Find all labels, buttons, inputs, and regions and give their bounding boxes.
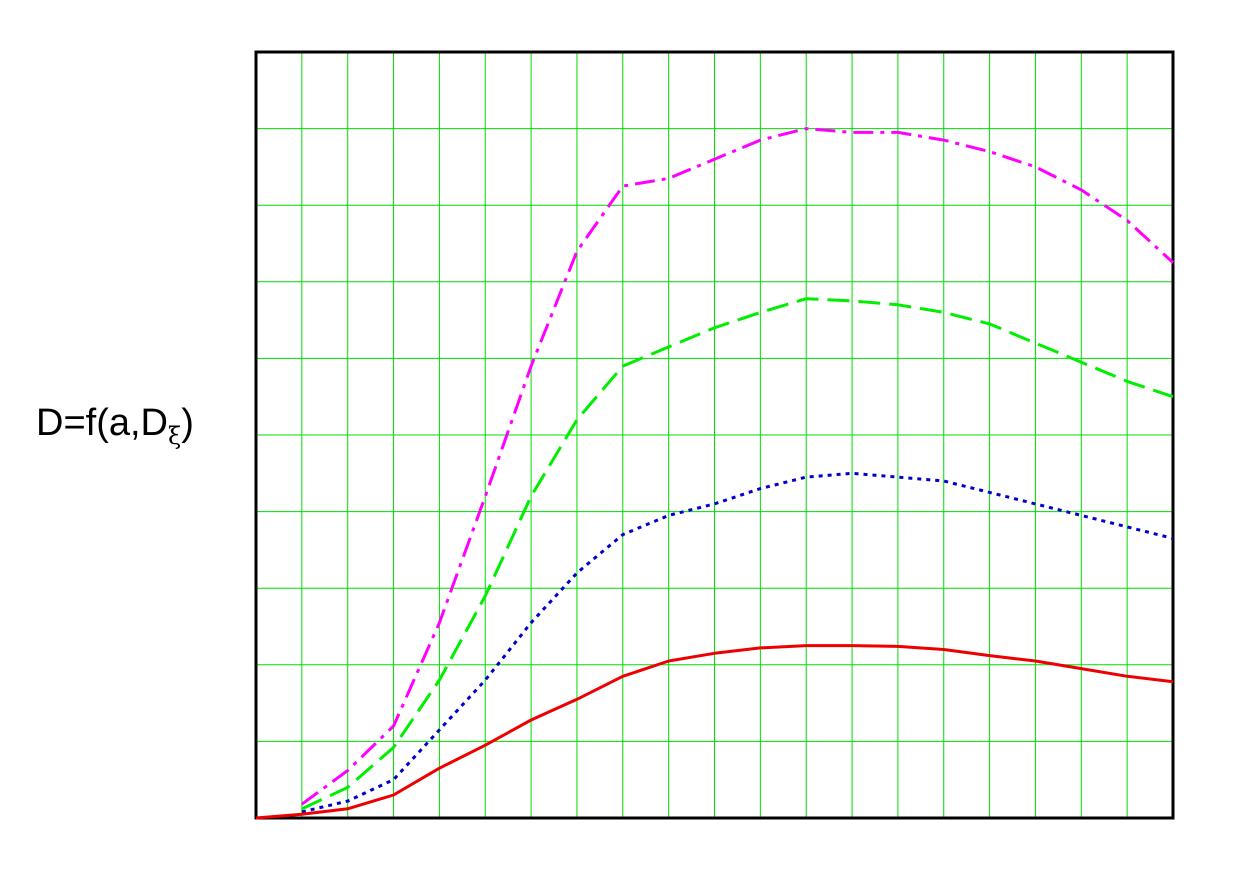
y-axis-label-close: ) [181,402,194,444]
y-axis-label: D=f(a,Dξ) [36,402,194,450]
series-line-2-dashed [301,297,1174,811]
series-group [255,127,1175,820]
y-axis-label-subscript: ξ [167,422,182,450]
y-axis-label-main: D=f(a,D [36,402,168,444]
series-line-3-dotted [301,471,1174,814]
series-line-4-solid [255,644,1174,820]
series-line-1-dash-dot [301,127,1175,806]
grid [256,52,1173,818]
plot-frame [254,50,1175,820]
